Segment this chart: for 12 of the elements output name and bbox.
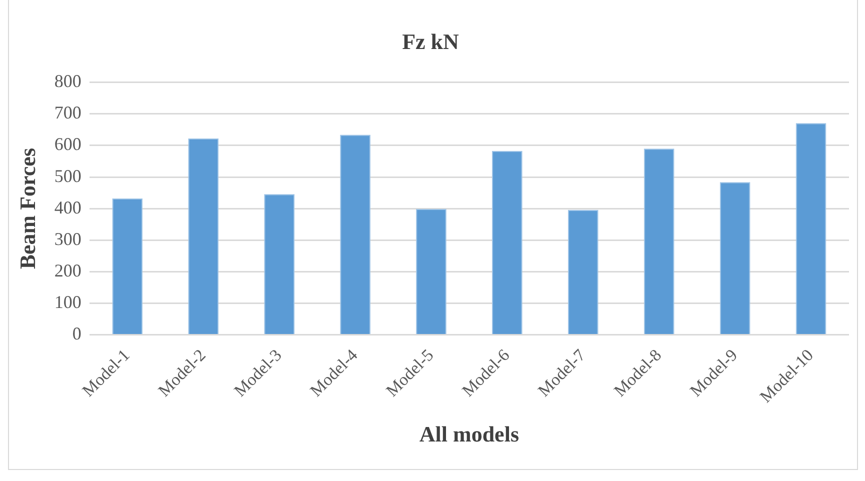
y-tick-label: 600	[54, 134, 82, 154]
y-tick-label: 500	[54, 166, 82, 186]
x-axis-title: All models	[419, 421, 520, 446]
y-tick-label: 800	[54, 71, 82, 92]
chart-title: Fz kN	[402, 28, 460, 54]
y-tick-label: 200	[54, 260, 82, 280]
y-tick-label: 300	[54, 228, 82, 249]
y-tick-label: 100	[54, 292, 82, 312]
y-axis-title: Beam Forces	[14, 148, 40, 270]
y-tick-label: 400	[54, 197, 82, 218]
y-tick-label: 0	[72, 324, 82, 344]
y-tick-label: 700	[54, 102, 82, 123]
